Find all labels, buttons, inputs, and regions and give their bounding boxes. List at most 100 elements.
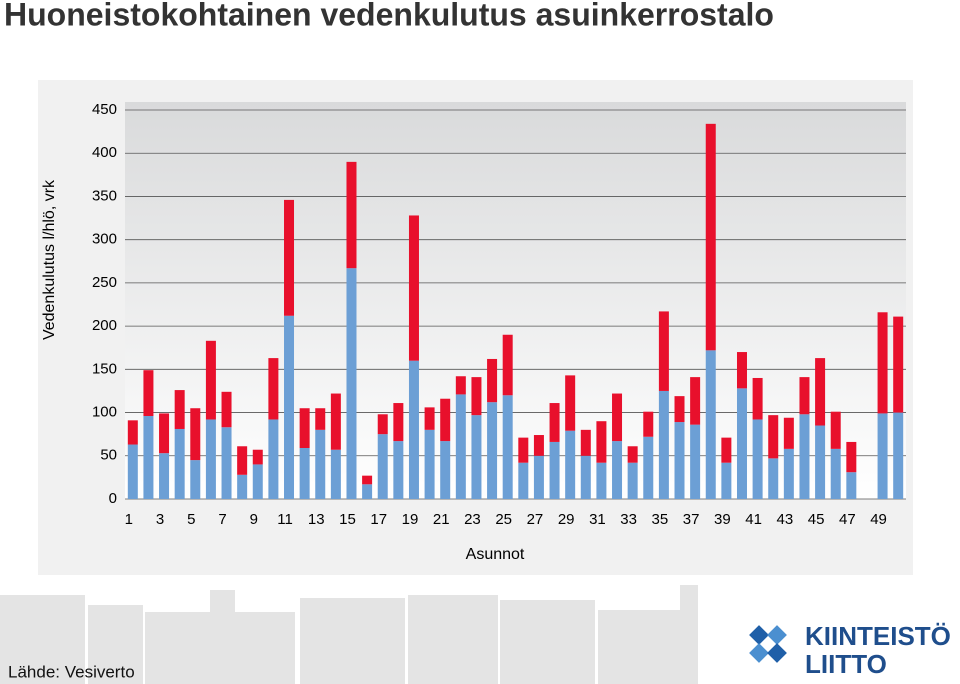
bar-segment xyxy=(346,161,357,269)
bar-segment xyxy=(674,422,685,499)
x-tick-label: 29 xyxy=(558,511,575,528)
bar-segment xyxy=(815,425,826,499)
bar-segment xyxy=(705,350,716,499)
bar-segment xyxy=(190,460,201,499)
bar-segment xyxy=(455,376,466,395)
bar-segment xyxy=(721,462,732,499)
bar-segment xyxy=(549,403,560,442)
bar-segment xyxy=(518,462,529,499)
bar-segment xyxy=(127,444,138,499)
bar-segment xyxy=(799,414,810,499)
bar-segment xyxy=(643,436,654,499)
x-tick-label: 49 xyxy=(870,511,887,528)
bar-segment xyxy=(377,434,388,499)
bar-segment xyxy=(596,421,607,463)
bar-segment xyxy=(268,419,279,499)
bar-segment xyxy=(768,415,779,459)
bar-segment xyxy=(643,411,654,437)
bar-segment xyxy=(299,447,310,499)
logo-text: LIITTO xyxy=(805,649,887,679)
bar-segment xyxy=(752,419,763,499)
bar-segment xyxy=(143,416,154,499)
bar-segment xyxy=(299,408,310,448)
x-tick-label: 9 xyxy=(250,511,258,528)
bar-segment xyxy=(190,408,201,461)
bar-segment xyxy=(877,413,888,499)
x-tick-label: 19 xyxy=(402,511,419,528)
x-tick-label: 39 xyxy=(714,511,731,528)
bar-segment xyxy=(846,441,857,473)
bar-segment xyxy=(315,408,326,430)
bar-segment xyxy=(877,312,888,414)
title: Huoneistokohtainen vedenkulutus asuinker… xyxy=(4,0,774,32)
x-tick-label: 17 xyxy=(370,511,387,528)
skyline xyxy=(0,585,698,684)
bar-segment xyxy=(252,464,263,499)
source: Lähde: Vesiverto xyxy=(8,662,135,681)
bar-segment xyxy=(690,424,701,499)
bar-segment xyxy=(408,215,419,361)
bar-segment xyxy=(752,377,763,420)
x-tick-label: 5 xyxy=(187,511,195,528)
bar-segment xyxy=(408,360,419,499)
bar-segment xyxy=(846,472,857,499)
bar-segment xyxy=(658,390,669,499)
bar-segment xyxy=(815,358,826,426)
bar-segment xyxy=(721,437,732,463)
bar-segment xyxy=(268,358,279,420)
y-axis-label: Vedenkulutus l/hlö, vrk xyxy=(41,179,58,340)
bar-segment xyxy=(362,475,373,485)
bar-segment xyxy=(174,428,185,499)
x-tick-label: 45 xyxy=(808,511,825,528)
bar-segment xyxy=(393,441,404,499)
bar-segment xyxy=(736,388,747,499)
bar-segment xyxy=(627,446,638,463)
bar-segment xyxy=(674,396,685,423)
bar-segment xyxy=(580,455,591,499)
x-tick-label: 47 xyxy=(839,511,856,528)
bar-segment xyxy=(284,199,295,316)
y-tick-label: 150 xyxy=(92,360,117,377)
y-tick-label: 50 xyxy=(100,447,117,464)
bar-segment xyxy=(237,474,248,499)
bar-segment xyxy=(237,446,248,475)
bar-segment xyxy=(440,398,451,442)
bar-segment xyxy=(565,375,576,431)
bar-segment xyxy=(159,453,170,499)
bar-segment xyxy=(471,377,482,416)
bar-segment xyxy=(736,352,747,389)
bar-segment xyxy=(768,458,779,499)
bar-segment xyxy=(377,414,388,435)
bar-segment xyxy=(533,435,544,456)
logo-text: KIINTEISTÖ xyxy=(805,621,951,651)
x-tick-label: 15 xyxy=(339,511,356,528)
x-tick-label: 33 xyxy=(620,511,637,528)
x-tick-label: 13 xyxy=(308,511,325,528)
bar-segment xyxy=(627,462,638,499)
x-tick-label: 7 xyxy=(218,511,226,528)
bar-segment xyxy=(830,411,841,449)
bar-segment xyxy=(893,316,904,413)
bar-segment xyxy=(783,448,794,499)
bar-segment xyxy=(284,315,295,499)
y-tick-label: 300 xyxy=(92,231,117,248)
bar-segment xyxy=(471,415,482,499)
bar-segment xyxy=(565,430,576,499)
y-tick-label: 250 xyxy=(92,274,117,291)
y-tick-label: 0 xyxy=(109,490,117,507)
bar-segment xyxy=(612,393,623,442)
bar-segment xyxy=(393,403,404,442)
x-tick-label: 27 xyxy=(527,511,544,528)
bar-segment xyxy=(424,429,435,499)
bar-segment xyxy=(205,340,216,420)
bar-segment xyxy=(830,448,841,499)
x-tick-label: 21 xyxy=(433,511,450,528)
bar-segment xyxy=(502,395,513,499)
bar-segment xyxy=(127,420,138,445)
bar-segment xyxy=(174,390,185,429)
x-tick-label: 43 xyxy=(777,511,794,528)
bar-segment xyxy=(221,391,232,428)
x-tick-label: 1 xyxy=(125,511,133,528)
bar-segment xyxy=(143,370,154,417)
